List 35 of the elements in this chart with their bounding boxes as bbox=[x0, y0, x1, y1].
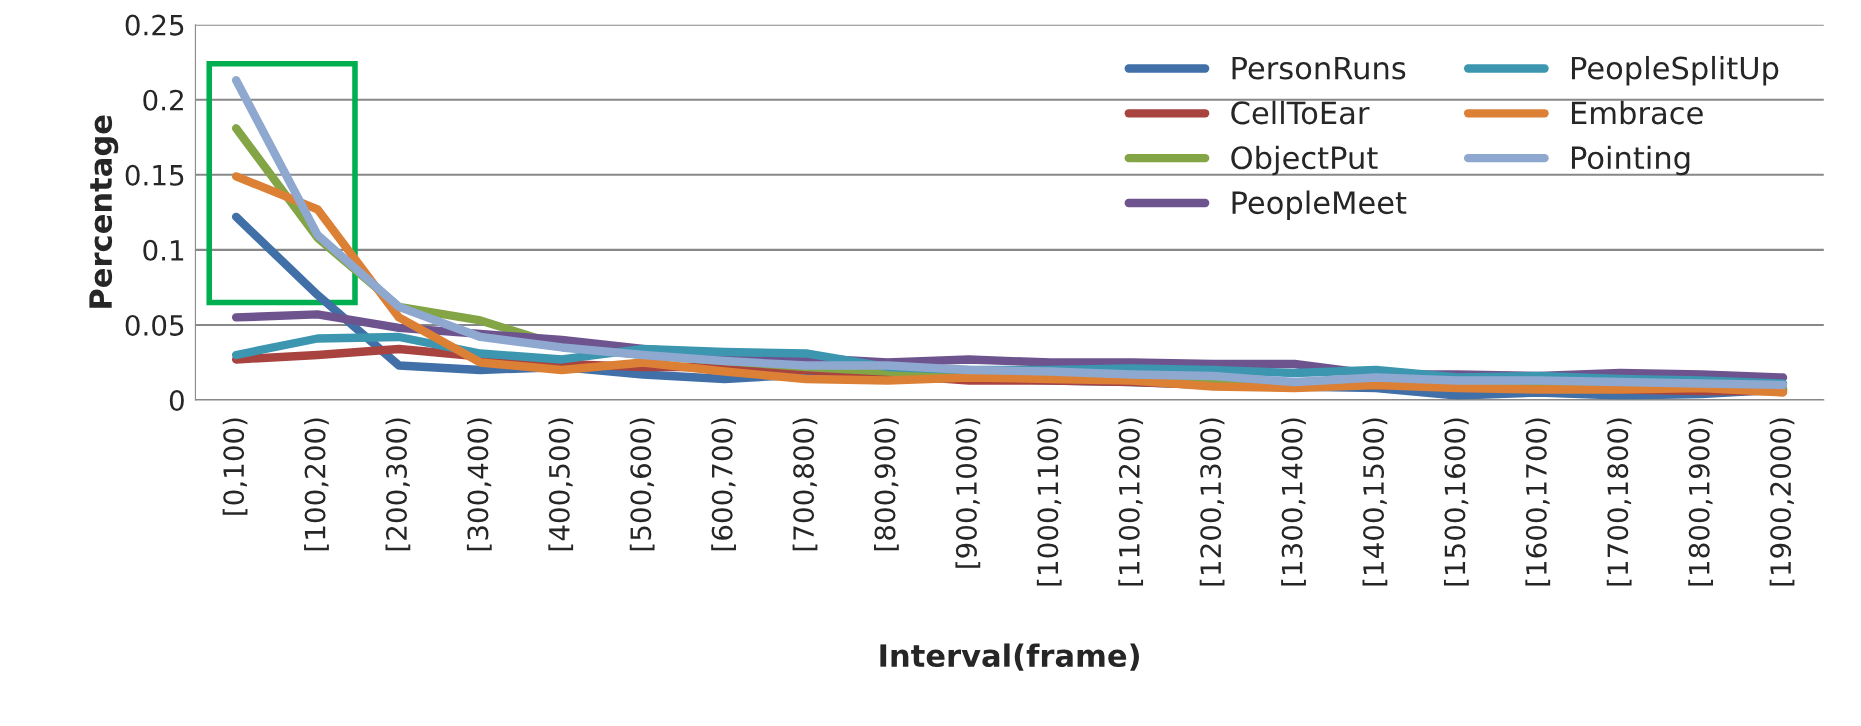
legend-label: Pointing bbox=[1571, 145, 1690, 176]
x-axis-title: Interval(frame) bbox=[880, 643, 1139, 671]
x-tick-label: [0,100) bbox=[222, 418, 248, 515]
x-tick-label: [200,300) bbox=[385, 418, 411, 551]
x-tick-label: [700,800) bbox=[792, 418, 818, 551]
x-tick-label: [300,400) bbox=[466, 418, 492, 551]
legend-label: PeopleSplitUp bbox=[1571, 55, 1779, 86]
x-tick-label: [100,200) bbox=[304, 418, 329, 551]
x-tick-label: [1500,1600) bbox=[1443, 418, 1469, 586]
y-tick-label: 0.25 bbox=[125, 14, 184, 36]
legend-label: CellToEar bbox=[1231, 100, 1370, 125]
y-tick-label: 0.1 bbox=[143, 239, 184, 261]
y-axis-title: Percentage bbox=[89, 115, 119, 308]
x-tick-label: [500,600) bbox=[629, 418, 655, 551]
y-tick-label: 0.15 bbox=[125, 164, 184, 186]
x-tick-label: [1700,1800) bbox=[1606, 418, 1632, 586]
x-tick-label: [1600,1700) bbox=[1525, 418, 1551, 586]
y-tick-label: 0.2 bbox=[143, 89, 183, 111]
x-tick-label: [1100,1200) bbox=[1118, 418, 1144, 586]
x-tick-label: [900,1000) bbox=[955, 418, 981, 568]
x-tick-label: [1800,1900) bbox=[1688, 418, 1713, 586]
x-tick-label: [600,700) bbox=[711, 418, 736, 551]
legend-label: ObjectPut bbox=[1231, 145, 1378, 176]
x-tick-label: [400,500) bbox=[548, 418, 574, 551]
x-tick-label: [1300,1400) bbox=[1281, 418, 1306, 586]
x-tick-label: [1400,1500) bbox=[1362, 418, 1388, 586]
legend-label: PersonRuns bbox=[1232, 56, 1406, 80]
x-tick-label: [800,900) bbox=[874, 418, 899, 551]
x-tick-label: [1000,1100) bbox=[1036, 418, 1062, 586]
legend-label: Embrace bbox=[1571, 100, 1703, 125]
y-tick-label: 0 bbox=[169, 389, 184, 411]
x-tick-label: [1200,1300) bbox=[1199, 418, 1225, 586]
legend-label: PeopleMeet bbox=[1232, 190, 1407, 221]
x-tick-label: [1900,2000) bbox=[1769, 418, 1795, 586]
y-tick-label: 0.05 bbox=[125, 314, 184, 336]
